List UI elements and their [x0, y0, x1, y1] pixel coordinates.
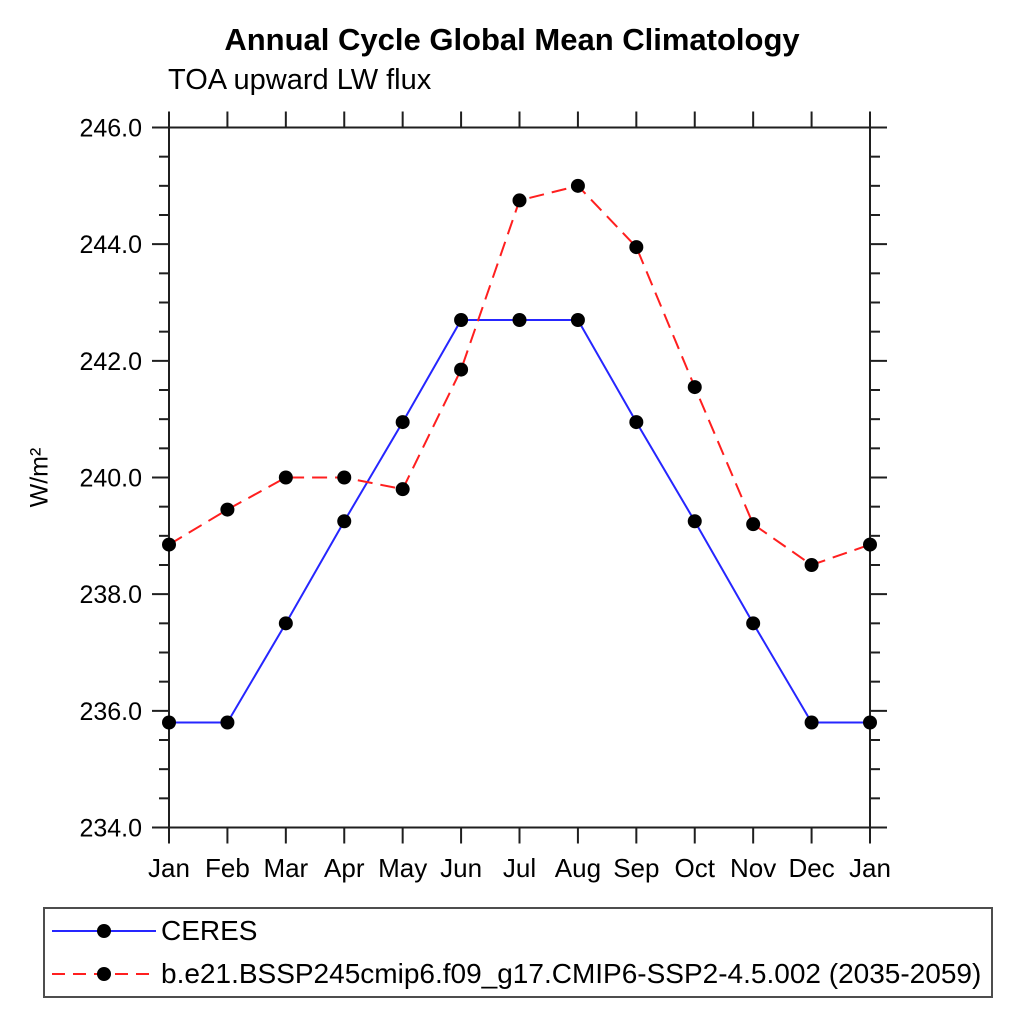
legend-label-ceres: CERES [161, 915, 258, 946]
svg-text:Nov: Nov [730, 853, 776, 883]
svg-text:Oct: Oct [675, 853, 716, 883]
svg-text:Aug: Aug [555, 853, 601, 883]
svg-text:236.0: 236.0 [79, 698, 142, 726]
legend-label-model: b.e21.BSSP245cmip6.f09_g17.CMIP6-SSP2-4.… [161, 958, 982, 989]
legend-item-model: b.e21.BSSP245cmip6.f09_g17.CMIP6-SSP2-4.… [50, 956, 991, 992]
svg-text:238.0: 238.0 [79, 581, 142, 609]
svg-text:Jan: Jan [148, 853, 190, 883]
svg-text:240.0: 240.0 [79, 465, 142, 493]
svg-text:244.0: 244.0 [79, 231, 142, 259]
svg-text:Apr: Apr [324, 853, 365, 883]
legend-line-sample-ceres [52, 924, 156, 938]
svg-text:234.0: 234.0 [79, 815, 142, 843]
svg-text:Sep: Sep [613, 853, 659, 883]
svg-text:Jan: Jan [849, 853, 891, 883]
svg-text:242.0: 242.0 [79, 348, 142, 376]
svg-text:Dec: Dec [788, 853, 834, 883]
svg-text:Feb: Feb [205, 853, 250, 883]
chart-legend: CERES b.e21.BSSP245cmip6.f09_g17.CMIP6-S… [43, 907, 993, 998]
svg-text:246.0: 246.0 [79, 115, 142, 143]
legend-item-ceres: CERES [50, 913, 991, 949]
chart-title: Annual Cycle Global Mean Climatology [224, 22, 800, 57]
svg-text:Jul: Jul [503, 853, 536, 883]
svg-text:Jun: Jun [440, 853, 482, 883]
legend-line-sample-model [52, 967, 156, 981]
svg-text:May: May [378, 853, 427, 883]
plot-area: Jan Feb Mar Apr May Jun Jul Aug Sep Oct Nov Dec Jan2… [79, 111, 891, 883]
svg-text:Mar: Mar [263, 853, 308, 883]
chart-subtitle: TOA upward LW flux [168, 64, 432, 96]
